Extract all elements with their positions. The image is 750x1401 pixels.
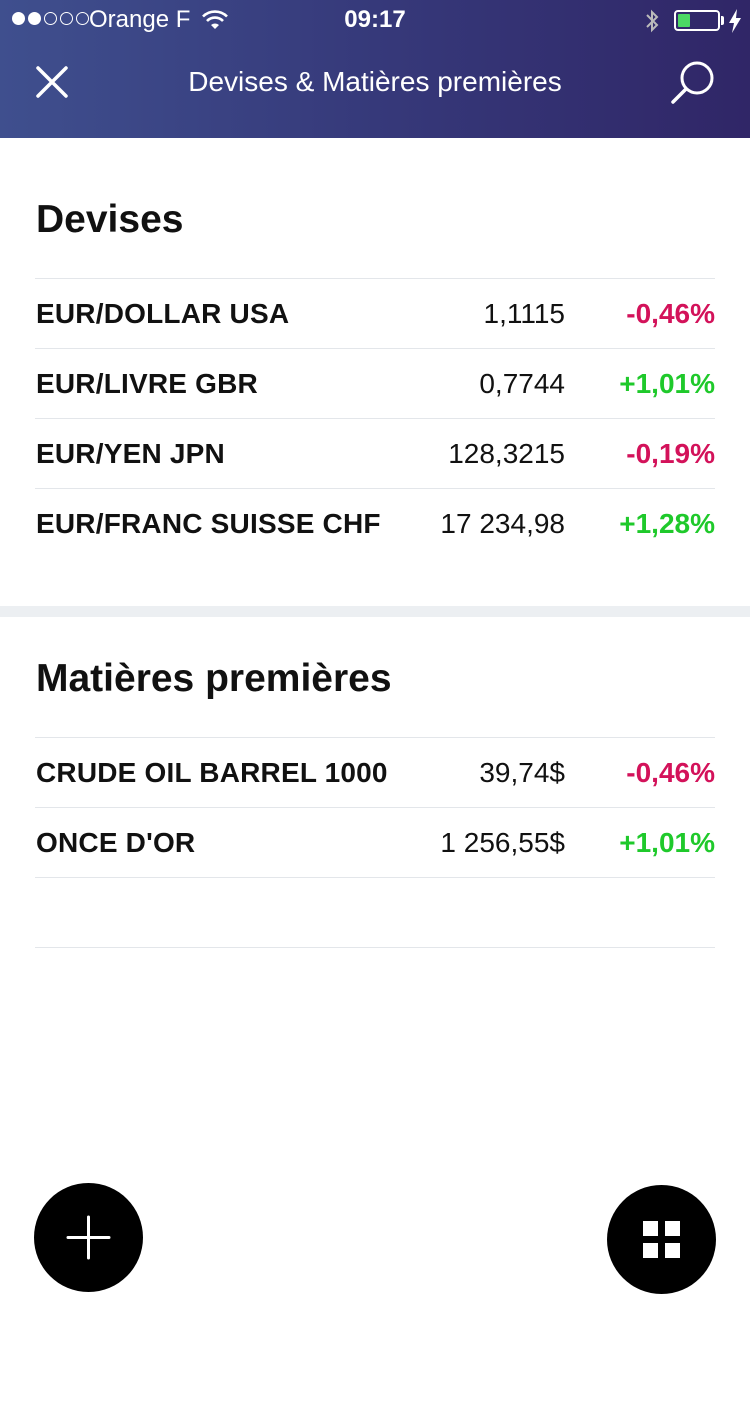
row-separator xyxy=(35,877,715,878)
instrument-name: ONCE D'OR xyxy=(36,827,196,858)
status-time: 09:17 xyxy=(344,6,406,33)
instrument-change: -0,19% xyxy=(626,438,715,469)
instrument-name: EUR/LIVRE GBR xyxy=(36,368,258,399)
instrument-value: 128,3215 xyxy=(448,438,565,469)
section-title-devises: Devises xyxy=(36,198,184,241)
status-bar: Orange F 09:17 xyxy=(0,0,750,40)
carrier-name: Orange F xyxy=(89,6,191,33)
list-item[interactable]: EUR/LIVRE GBR 0,7744 +1,01% xyxy=(35,348,715,418)
close-icon[interactable] xyxy=(30,60,74,104)
battery-cap xyxy=(721,16,724,25)
page-title: Devises & Matières premières xyxy=(188,66,562,97)
list-item[interactable]: CRUDE OIL BARREL 1000 39,74$ -0,46% xyxy=(35,737,715,807)
charging-icon xyxy=(729,9,741,33)
instrument-name: CRUDE OIL BARREL 1000 xyxy=(36,757,388,788)
instrument-value: 39,74$ xyxy=(479,757,565,788)
list-item[interactable]: ONCE D'OR 1 256,55$ +1,01% xyxy=(35,807,715,877)
instrument-change: +1,01% xyxy=(619,368,715,399)
signal-strength-icon xyxy=(12,12,89,25)
add-button[interactable] xyxy=(34,1183,143,1292)
grid-icon xyxy=(643,1221,680,1258)
instrument-name: EUR/YEN JPN xyxy=(36,438,225,469)
section-divider xyxy=(0,606,750,617)
list-item[interactable]: EUR/DOLLAR USA 1,1115 -0,46% xyxy=(35,278,715,348)
search-icon[interactable] xyxy=(668,58,720,106)
list-item[interactable]: EUR/FRANC SUISSE CHF 17 234,98 +1,28% xyxy=(35,488,715,558)
bluetooth-icon xyxy=(646,9,659,33)
instrument-change: +1,28% xyxy=(619,508,715,539)
instrument-change: -0,46% xyxy=(626,298,715,329)
instrument-change: -0,46% xyxy=(626,757,715,788)
section-title-matieres: Matières premières xyxy=(36,657,392,700)
battery-icon xyxy=(674,10,720,31)
instrument-value: 0,7744 xyxy=(479,368,565,399)
instrument-change: +1,01% xyxy=(619,827,715,858)
app-header: Orange F 09:17 Devises & Matières premiè… xyxy=(0,0,750,138)
wifi-icon xyxy=(202,10,228,29)
list-item[interactable]: EUR/YEN JPN 128,3215 -0,19% xyxy=(35,418,715,488)
grid-view-button[interactable] xyxy=(607,1185,716,1294)
instrument-value: 1 256,55$ xyxy=(440,827,565,858)
row-separator xyxy=(35,947,715,948)
instrument-value: 17 234,98 xyxy=(440,508,565,539)
plus-icon xyxy=(66,1215,111,1260)
instrument-value: 1,1115 xyxy=(483,298,565,329)
instrument-name: EUR/DOLLAR USA xyxy=(36,298,290,329)
instrument-name: EUR/FRANC SUISSE CHF xyxy=(36,508,381,539)
